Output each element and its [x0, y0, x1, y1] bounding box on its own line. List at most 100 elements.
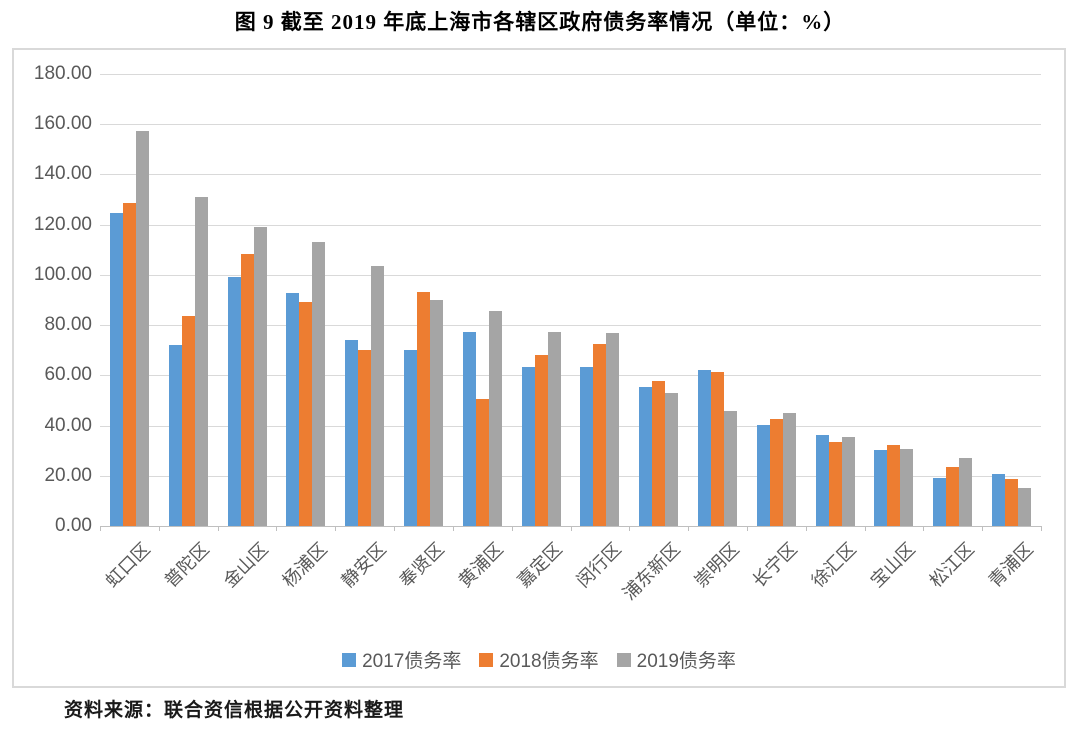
bar-2019债务率-松江区	[959, 457, 973, 526]
legend-item-2019债务率: 2019债务率	[616, 646, 736, 673]
x-axis-label-普陀区: 普陀区	[160, 538, 214, 592]
bar-2017债务率-金山区	[227, 277, 241, 526]
bar-2017债务率-长宁区	[756, 425, 770, 526]
bar-group-黄浦区	[453, 74, 512, 526]
bar-2018债务率-松江区	[946, 466, 960, 526]
bar-2019债务率-闵行区	[606, 332, 620, 526]
bar-2017债务率-杨浦区	[286, 292, 300, 526]
bar-group-徐汇区	[806, 74, 865, 526]
y-axis-tick-label: 80.00	[44, 314, 92, 336]
x-axis-label-静安区: 静安区	[337, 538, 390, 592]
gridline	[100, 174, 1041, 176]
bar-2017债务率-虹口区	[109, 213, 123, 526]
y-axis-tick-label: 140.00	[33, 163, 92, 185]
category-tick	[335, 526, 337, 531]
category-tick	[864, 526, 866, 531]
bar-2017债务率-黄浦区	[462, 332, 476, 526]
bar-2017债务率-闵行区	[580, 367, 594, 526]
bar-2019债务率-虹口区	[135, 130, 149, 526]
bar-group-金山区	[218, 74, 277, 526]
bar-2017债务率-普陀区	[168, 344, 182, 526]
bar-2017债务率-静安区	[345, 339, 359, 526]
bar-group-奉贤区	[394, 74, 453, 526]
y-axis-tick-label: 0.00	[55, 515, 92, 536]
bar-group-长宁区	[747, 74, 806, 526]
bar-2018债务率-奉贤区	[416, 292, 430, 526]
bar-2018债务率-黄浦区	[475, 399, 489, 526]
x-axis-label-宝山区: 宝山区	[866, 538, 919, 592]
bar-2019债务率-普陀区	[194, 196, 208, 526]
bar-2019债务率-长宁区	[782, 413, 796, 526]
chart-frame: 180.00 160.00 140.00 120.00 100.00 80.00 60.00…	[12, 48, 1066, 688]
y-axis-tick-label: 160.00	[33, 113, 92, 135]
x-axis-label-金山区: 金山区	[219, 538, 273, 592]
bar-group-嘉定区	[512, 74, 571, 526]
category-tick	[394, 526, 396, 531]
category-tick	[923, 526, 925, 531]
y-axis-tick-label: 40.00	[44, 414, 92, 436]
bar-groups	[100, 74, 1041, 526]
bar-group-崇明区	[688, 74, 747, 526]
x-axis-label-徐汇区: 徐汇区	[807, 538, 861, 592]
bar-group-虹口区	[100, 74, 159, 526]
category-tick	[629, 526, 631, 531]
bar-2018债务率-长宁区	[769, 418, 783, 526]
category-tick	[746, 526, 748, 531]
gridline	[100, 274, 1041, 276]
chart-plot-region: 180.00 160.00 140.00 120.00 100.00 80.00 60.00…	[14, 50, 1064, 686]
x-axis-label-崇明区: 崇明区	[690, 538, 743, 592]
bar-2018债务率-普陀区	[181, 316, 195, 526]
chart-title: 图 9 截至 2019 年底上海市各辖区政府债务率情况（单位：%）	[234, 10, 846, 34]
bar-2018债务率-金山区	[240, 253, 254, 526]
x-axis-label-杨浦区: 杨浦区	[278, 538, 331, 592]
bar-2019债务率-静安区	[371, 266, 385, 526]
gridline	[100, 375, 1041, 377]
bar-group-青浦区	[982, 74, 1041, 526]
category-tick	[158, 526, 160, 531]
legend-label: 2019债务率	[636, 651, 736, 672]
gridline	[100, 224, 1041, 226]
bar-2019债务率-浦东新区	[665, 393, 679, 526]
category-tick	[570, 526, 572, 531]
bar-2018债务率-虹口区	[122, 202, 136, 526]
legend-item-2018债务率: 2018债务率	[479, 646, 599, 673]
y-axis-tick-label: 20.00	[44, 464, 92, 486]
x-axis-label-松江区: 松江区	[925, 538, 978, 592]
bar-2017债务率-崇明区	[698, 369, 712, 526]
legend-label: 2017债务率	[362, 651, 462, 672]
category-tick	[100, 526, 101, 531]
category-tick	[982, 526, 984, 531]
bar-2017债务率-松江区	[933, 478, 947, 526]
category-tick	[452, 526, 454, 531]
bar-group-浦东新区	[629, 74, 688, 526]
bar-2018债务率-宝山区	[887, 444, 901, 526]
bar-2019债务率-青浦区	[1018, 487, 1032, 526]
bar-2017债务率-宝山区	[874, 449, 888, 526]
gridline	[100, 325, 1041, 327]
bar-2017债务率-奉贤区	[403, 350, 417, 526]
bar-2018债务率-崇明区	[711, 371, 725, 526]
legend-swatch-icon	[616, 652, 631, 667]
category-tick	[511, 526, 513, 531]
x-axis-label-奉贤区: 奉贤区	[396, 538, 449, 592]
bar-2019债务率-崇明区	[724, 410, 738, 526]
bar-2019债务率-黄浦区	[488, 311, 502, 526]
bar-group-杨浦区	[276, 74, 335, 526]
category-tick	[1041, 526, 1042, 531]
source-note: 资料来源：联合资信根据公开资料整理	[64, 700, 405, 721]
gridline	[100, 475, 1041, 477]
gridline	[100, 124, 1041, 126]
bar-2019债务率-徐汇区	[841, 436, 855, 526]
bar-2017债务率-浦东新区	[639, 386, 653, 526]
gridline	[100, 425, 1041, 427]
bar-group-静安区	[335, 74, 394, 526]
x-axis-label-黄浦区: 黄浦区	[454, 538, 508, 592]
bar-2018债务率-杨浦区	[299, 302, 313, 526]
bar-group-松江区	[923, 74, 982, 526]
legend: 2017债务率 2018债务率 2019债务率	[14, 646, 1064, 673]
bar-2018债务率-浦东新区	[652, 380, 666, 526]
bar-2019债务率-宝山区	[900, 448, 914, 526]
category-tick	[805, 526, 807, 531]
x-axis-label-长宁区: 长宁区	[748, 538, 802, 592]
bar-group-宝山区	[865, 74, 924, 526]
